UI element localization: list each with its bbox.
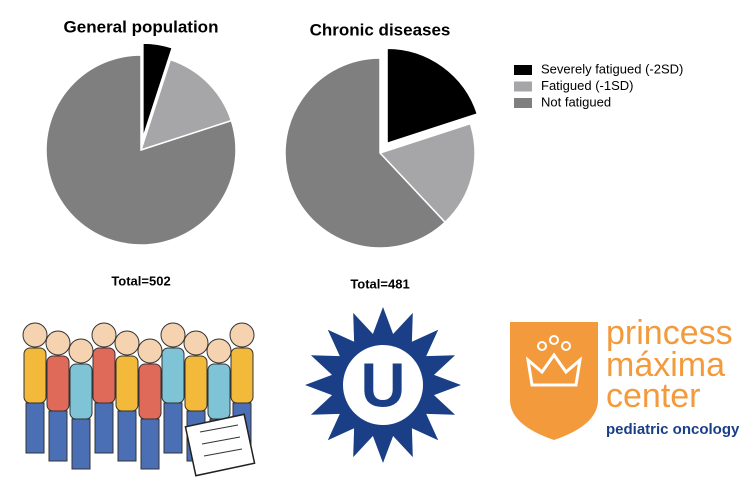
person-body (185, 356, 207, 411)
person-legs (26, 403, 44, 453)
person-head (23, 323, 47, 347)
person-head (115, 331, 139, 355)
legend-label: Severely fatigued (-2SD) (541, 61, 683, 76)
person-legs (141, 419, 159, 469)
person-legs (49, 411, 67, 461)
logo-subtitle: pediatric oncology (606, 421, 739, 438)
person-head (46, 331, 70, 355)
total-label: Total=481 (350, 276, 409, 291)
person-body (24, 348, 46, 403)
person-head (69, 339, 93, 363)
person-body (208, 364, 230, 419)
person-body (139, 364, 161, 419)
person-body (93, 348, 115, 403)
person-body (116, 356, 138, 411)
person-head (230, 323, 254, 347)
person-body (231, 348, 253, 403)
person-legs (164, 403, 182, 453)
utrecht-logo: U (305, 307, 461, 463)
princess-maxima-logo: princess máxima center pediatric oncolog… (510, 314, 739, 440)
legend-swatch (514, 82, 532, 92)
chart-title: Chronic diseases (310, 20, 451, 39)
logo-letter: U (361, 351, 406, 420)
chart-title: General population (64, 17, 219, 36)
total-label: Total=502 (111, 273, 170, 288)
person-head (92, 323, 116, 347)
legend-label: Not fatigued (541, 94, 611, 109)
person-body (162, 348, 184, 403)
person-legs (95, 403, 113, 453)
person-head (138, 339, 162, 363)
person-body (70, 364, 92, 419)
legend-swatch (514, 65, 532, 75)
logo-text: center (606, 377, 701, 415)
page: U princess máxima center pediatric oncol… (0, 0, 739, 493)
people-illustration (23, 323, 255, 476)
person-legs (118, 411, 136, 461)
person-head (161, 323, 185, 347)
legend-swatch (514, 98, 532, 108)
person-body (47, 356, 69, 411)
person-head (184, 331, 208, 355)
person-head (207, 339, 231, 363)
legend-label: Fatigued (-1SD) (541, 78, 633, 93)
person-legs (72, 419, 90, 469)
